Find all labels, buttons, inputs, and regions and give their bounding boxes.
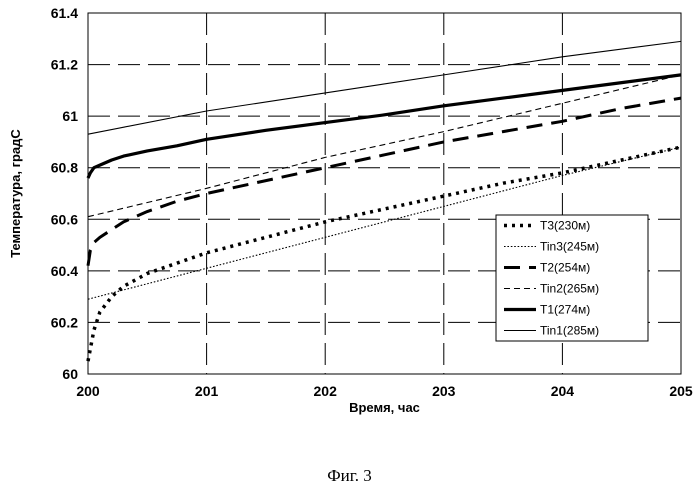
- y-tick-label: 61: [62, 108, 78, 124]
- legend-label: T3(230м): [540, 219, 590, 233]
- line-chart: 60 60.2 60.4 60.6 60.8 61 61.2 61.4 200 201 202 203…: [0, 0, 699, 440]
- legend: T3(230м) Tin3(245м) T2(254м) Tin2(265м) T1(2…: [496, 215, 648, 341]
- x-tick-label: 204: [551, 383, 575, 399]
- y-tick-label: 61.4: [51, 5, 78, 21]
- y-axis-title: Температура, градС: [8, 129, 23, 258]
- y-tick-label: 60.8: [51, 160, 78, 176]
- legend-label: Tin2(265м): [540, 282, 599, 296]
- x-tick-label: 203: [432, 383, 456, 399]
- legend-label: T1(274м): [540, 303, 590, 317]
- x-axis-title: Время, час: [349, 400, 420, 415]
- x-tick-label: 200: [76, 383, 100, 399]
- y-tick-label: 60.4: [51, 263, 78, 279]
- figure-caption: Фиг. 3: [0, 466, 699, 486]
- x-tick-label: 201: [195, 383, 219, 399]
- x-tick-label: 205: [669, 383, 693, 399]
- y-tick-label: 60.6: [51, 211, 78, 227]
- legend-label: Tin3(245м): [540, 240, 599, 254]
- x-tick-label: 202: [314, 383, 338, 399]
- legend-label: T2(254м): [540, 261, 590, 275]
- legend-label: Tin1(285м): [540, 324, 599, 338]
- y-tick-label: 60: [62, 366, 78, 382]
- y-tick-label: 60.2: [51, 314, 78, 330]
- series-line: [88, 75, 681, 178]
- y-tick-label: 61.2: [51, 57, 78, 73]
- legend-box: [496, 215, 648, 341]
